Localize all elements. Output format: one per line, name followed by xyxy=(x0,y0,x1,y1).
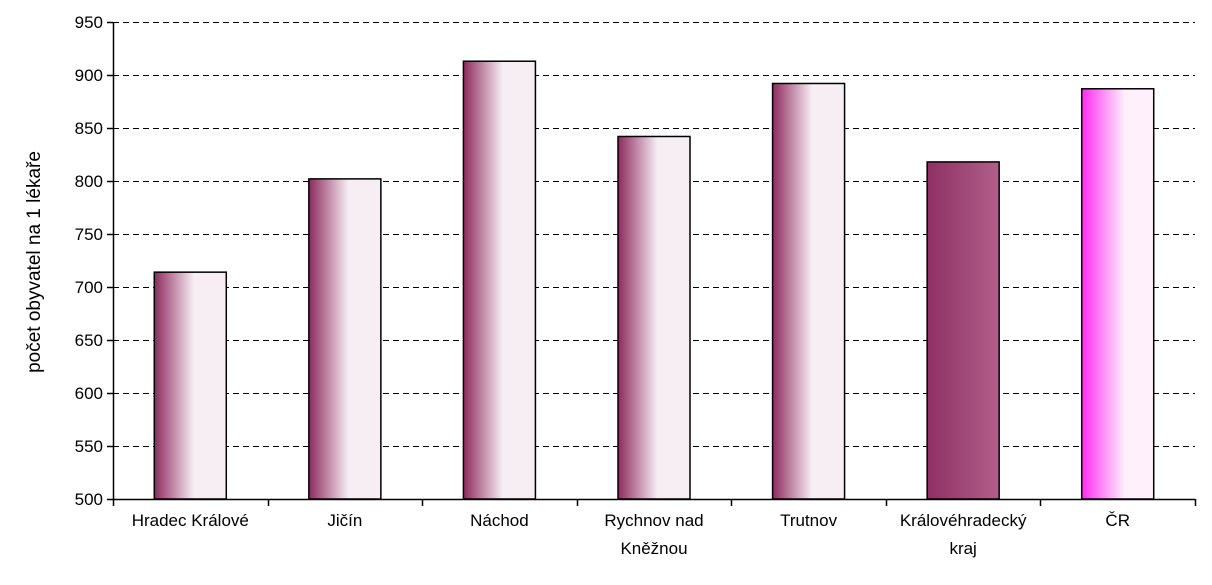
bar-1 xyxy=(308,178,382,500)
y-tick-label-950: 950 xyxy=(75,13,103,32)
x-category-label-4: Trutnov xyxy=(780,511,838,530)
axes xyxy=(107,21,1197,506)
x-category-labels: Hradec Králové Jičín Náchod Rychnov nad Kněž… xyxy=(132,511,1130,558)
bars xyxy=(153,60,1155,500)
y-tick-label-700: 700 xyxy=(75,278,103,297)
x-category-label-3: Rychnov nad xyxy=(604,511,703,530)
x-category-label-5: Královéhradecký xyxy=(900,511,1027,530)
x-category-label-5-line-1: kraj xyxy=(949,539,976,558)
y-tick-label-550: 550 xyxy=(75,437,103,456)
x-category-label-2: Náchod xyxy=(470,511,529,530)
y-tick-label-600: 600 xyxy=(75,384,103,403)
x-category-label-1: Jičín xyxy=(327,511,362,530)
bar-6 xyxy=(1080,88,1155,500)
x-category-label-3-line-1: Kněžnou xyxy=(620,539,687,558)
y-tick-label-800: 800 xyxy=(75,172,103,191)
x-category-label-6: ČR xyxy=(1105,511,1130,530)
y-tick-labels: 500 550 600 650 700 750 800 850 900 950 xyxy=(75,13,103,509)
y-tick-label-900: 900 xyxy=(75,66,103,85)
bar-3 xyxy=(617,135,691,500)
bar-0 xyxy=(153,271,228,500)
bar-4 xyxy=(771,82,846,500)
y-tick-label-850: 850 xyxy=(75,119,103,138)
bar-2 xyxy=(462,60,537,500)
x-category-label-0: Hradec Králové xyxy=(132,511,249,530)
y-tick-label-750: 750 xyxy=(75,225,103,244)
y-tick-label-500: 500 xyxy=(75,490,103,509)
y-tick-label-650: 650 xyxy=(75,331,103,350)
y-axis-label: počet obyvatel na 1 lékaře xyxy=(24,151,45,373)
bar-5 xyxy=(926,161,1000,500)
